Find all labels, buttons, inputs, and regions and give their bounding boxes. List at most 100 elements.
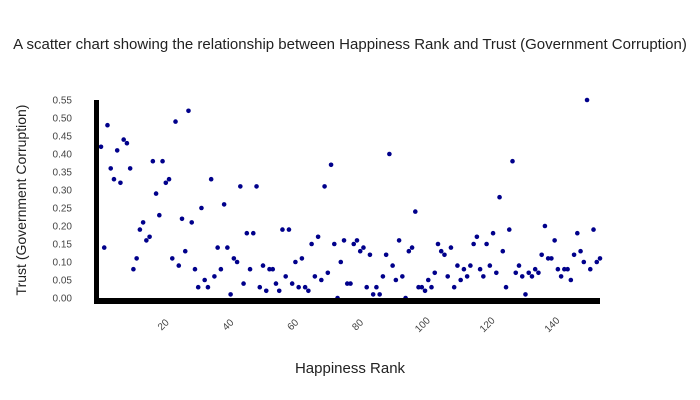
y-tick-label: 0.25 bbox=[53, 204, 73, 215]
data-point bbox=[425, 277, 431, 283]
data-point bbox=[597, 256, 603, 261]
data-point bbox=[581, 259, 587, 265]
data-point bbox=[387, 151, 392, 157]
y-tick-label: 0.35 bbox=[53, 168, 73, 179]
data-point bbox=[306, 288, 311, 294]
data-point bbox=[354, 238, 360, 243]
data-point bbox=[338, 259, 344, 265]
data-point bbox=[455, 263, 460, 268]
data-point bbox=[409, 245, 415, 250]
data-point bbox=[562, 266, 567, 272]
data-point bbox=[302, 284, 308, 290]
data-point bbox=[374, 284, 379, 290]
data-point bbox=[328, 162, 334, 168]
y-tick-label: 0.45 bbox=[53, 132, 73, 143]
data-point bbox=[413, 209, 418, 214]
data-point bbox=[319, 277, 324, 283]
data-point bbox=[477, 266, 483, 272]
data-point bbox=[225, 245, 230, 250]
data-point bbox=[380, 274, 386, 279]
data-point bbox=[448, 245, 454, 250]
data-point bbox=[578, 248, 583, 254]
data-point bbox=[238, 184, 243, 189]
data-point bbox=[487, 263, 493, 268]
data-point bbox=[377, 292, 382, 297]
data-point bbox=[234, 259, 240, 265]
data-point bbox=[503, 284, 509, 290]
data-point bbox=[111, 176, 117, 182]
data-point bbox=[280, 227, 285, 232]
data-point bbox=[105, 122, 110, 128]
data-point bbox=[98, 144, 104, 150]
y-tick-label: 0.05 bbox=[53, 276, 73, 287]
data-point bbox=[558, 274, 564, 279]
data-point bbox=[182, 248, 188, 254]
data-point bbox=[523, 292, 528, 297]
data-point bbox=[293, 259, 298, 265]
data-point bbox=[173, 119, 178, 124]
data-point bbox=[208, 176, 214, 182]
x-tick-label: 40 bbox=[221, 317, 237, 333]
data-point bbox=[244, 230, 250, 236]
data-point bbox=[189, 220, 195, 225]
data-point bbox=[199, 205, 204, 211]
data-point bbox=[490, 230, 496, 236]
data-point bbox=[438, 248, 444, 254]
x-tick-label: 60 bbox=[286, 317, 302, 333]
data-point bbox=[315, 234, 321, 240]
data-point bbox=[241, 281, 246, 286]
y-tick-labels: 0.00 0.05 0.10 0.15 0.20 0.25 0.30 0.35 0.40 0.45… bbox=[53, 96, 73, 305]
data-point bbox=[348, 281, 353, 286]
data-point bbox=[247, 266, 253, 272]
x-tick-labels: 20 40 60 80 100 120 140 bbox=[156, 315, 563, 335]
data-point bbox=[406, 248, 412, 254]
data-point bbox=[400, 274, 405, 279]
data-point bbox=[267, 266, 272, 272]
y-tick-label: 0.00 bbox=[53, 294, 73, 305]
data-point bbox=[568, 277, 574, 283]
data-point bbox=[153, 191, 159, 196]
data-point bbox=[519, 274, 525, 279]
data-point bbox=[124, 140, 130, 146]
data-point bbox=[309, 241, 314, 247]
data-point bbox=[451, 284, 457, 290]
data-point bbox=[575, 230, 580, 236]
data-point bbox=[536, 270, 541, 276]
data-point bbox=[179, 216, 185, 222]
data-point bbox=[464, 274, 470, 279]
data-point bbox=[429, 284, 434, 290]
y-tick-label: 0.30 bbox=[53, 186, 73, 197]
y-tick-label: 0.20 bbox=[53, 222, 73, 233]
data-point bbox=[163, 180, 169, 186]
data-point bbox=[390, 263, 395, 268]
data-point bbox=[367, 252, 373, 258]
data-point bbox=[273, 281, 279, 286]
x-tick-label: 120 bbox=[478, 315, 498, 335]
data-point bbox=[383, 252, 389, 258]
data-point bbox=[471, 241, 476, 247]
data-point bbox=[542, 223, 548, 229]
data-point bbox=[341, 238, 347, 243]
y-tick-label: 0.50 bbox=[53, 114, 73, 125]
x-axis-label: Happiness Rank bbox=[294, 360, 406, 377]
data-point bbox=[150, 158, 156, 164]
data-point bbox=[101, 245, 107, 250]
data-point bbox=[445, 274, 451, 279]
data-point bbox=[532, 266, 538, 272]
data-point bbox=[257, 284, 263, 290]
data-point bbox=[545, 256, 551, 261]
data-point bbox=[131, 266, 136, 272]
data-point bbox=[594, 259, 600, 265]
data-point bbox=[276, 288, 282, 294]
data-point bbox=[169, 256, 175, 261]
data-point bbox=[118, 180, 123, 186]
data-point bbox=[458, 277, 463, 283]
data-point bbox=[474, 234, 480, 240]
data-points bbox=[98, 97, 603, 301]
data-point bbox=[270, 266, 276, 272]
data-point bbox=[228, 292, 233, 297]
data-point bbox=[555, 266, 561, 272]
x-tick-label: 20 bbox=[156, 317, 172, 333]
data-point bbox=[461, 266, 467, 272]
data-point bbox=[364, 284, 370, 290]
